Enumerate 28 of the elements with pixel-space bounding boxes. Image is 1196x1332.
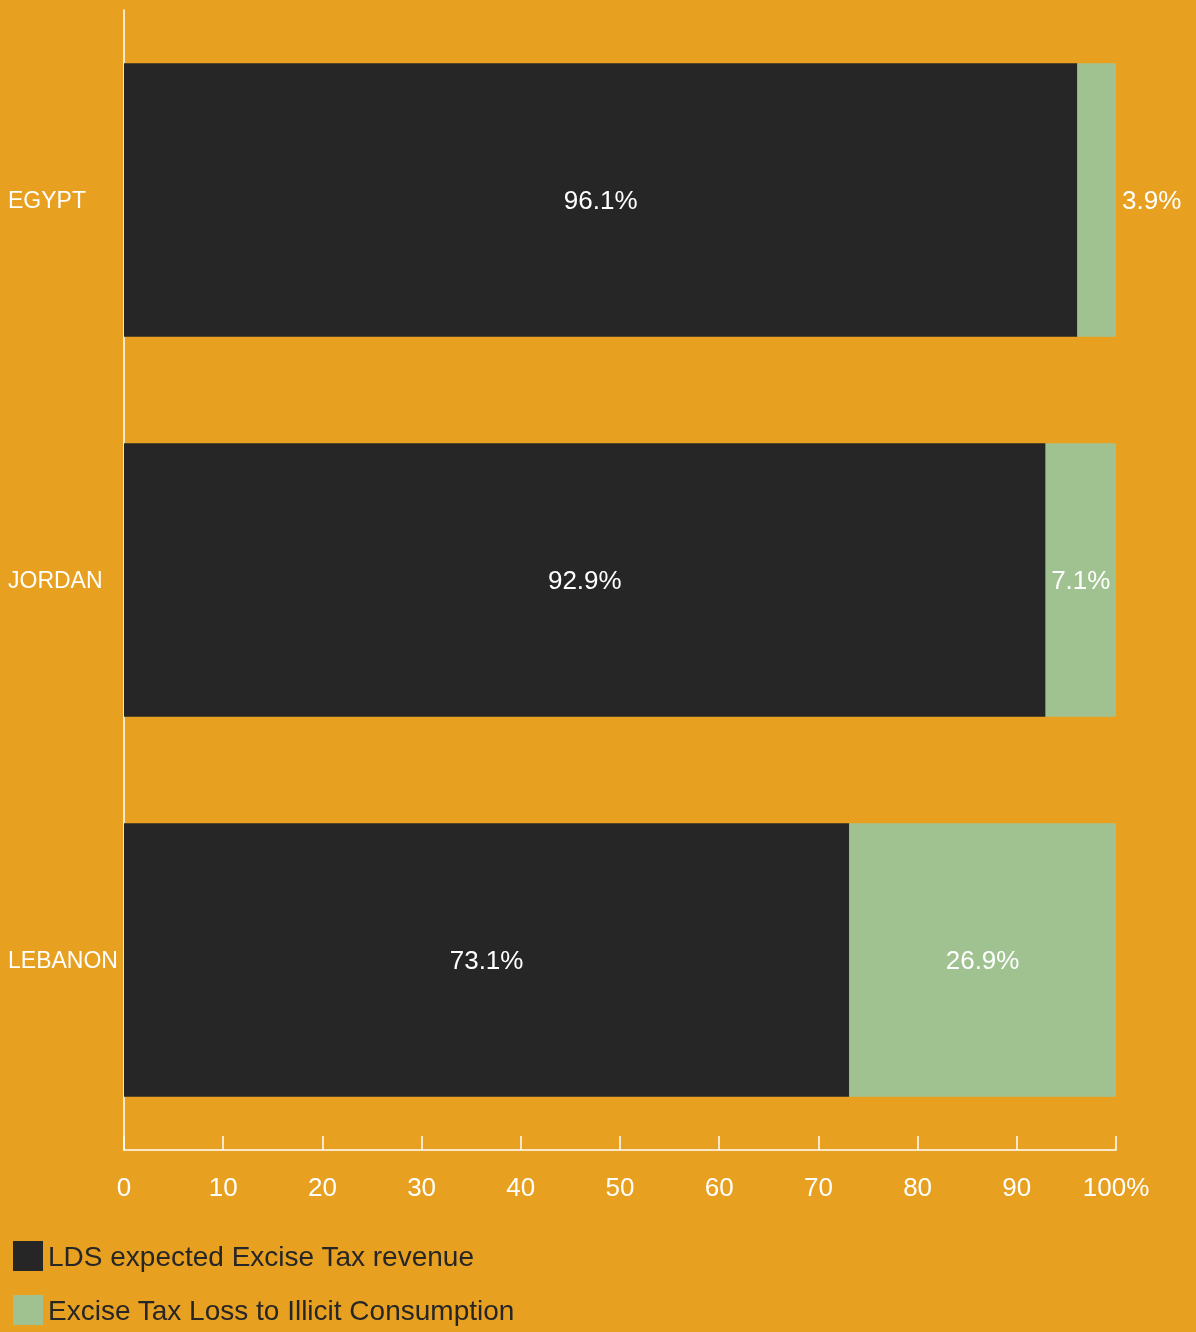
x-tick-label: 50 [605, 1172, 635, 1202]
bar [124, 823, 850, 1097]
data-label: 73.1% [449, 945, 524, 975]
data-label: 96.1% [563, 185, 638, 215]
bar [1077, 63, 1116, 337]
bar [849, 823, 1116, 1097]
data-label: 7.1% [1051, 565, 1111, 595]
x-tick-label: 30 [407, 1172, 437, 1202]
x-tick-label: 10 [208, 1172, 238, 1202]
x-tick-label: 70 [803, 1172, 833, 1202]
bar [124, 443, 1046, 717]
x-tick-label: 0 [116, 1172, 132, 1202]
y-tick-label: EGYPT [8, 187, 86, 213]
legend-label: LDS expected Excise Tax revenue [48, 1240, 474, 1272]
data-label: 26.9% [945, 945, 1020, 975]
x-tick-label: 60 [704, 1172, 734, 1202]
x-tick-label: 40 [506, 1172, 536, 1202]
y-tick-label: JORDAN [8, 567, 103, 593]
data-label: 3.9% [1122, 185, 1182, 215]
y-tick-label: LEBANON [8, 947, 118, 973]
bar [1045, 443, 1116, 717]
x-tick-label: 80 [903, 1172, 933, 1202]
data-label: 92.9% [547, 565, 622, 595]
x-tick-label: 90 [1002, 1172, 1032, 1202]
legend-label: Excise Tax Loss to Illicit Consumption [48, 1294, 515, 1326]
bar [124, 63, 1078, 337]
x-tick-label: 100% [1082, 1172, 1150, 1202]
x-tick-label: 20 [307, 1172, 337, 1202]
